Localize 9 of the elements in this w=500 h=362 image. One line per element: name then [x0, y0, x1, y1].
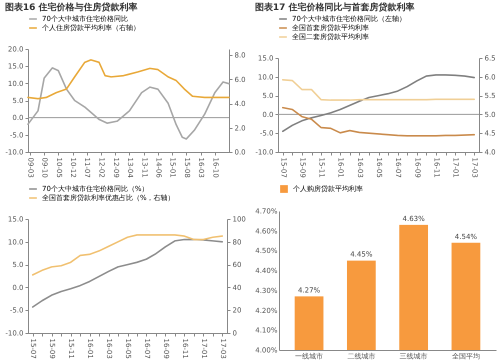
- chart-title: 图表17 住宅价格同比与首套房贷款利率: [254, 2, 415, 13]
- line-series: [32, 238, 224, 308]
- line-series: [282, 74, 476, 132]
- line-series: [27, 67, 230, 140]
- line-series: [27, 59, 230, 100]
- chart-title: 图表16 住宅价格与住房贷款利率: [4, 2, 138, 13]
- line-series: [282, 106, 476, 137]
- line-series: [282, 79, 476, 101]
- line-series: [32, 234, 224, 276]
